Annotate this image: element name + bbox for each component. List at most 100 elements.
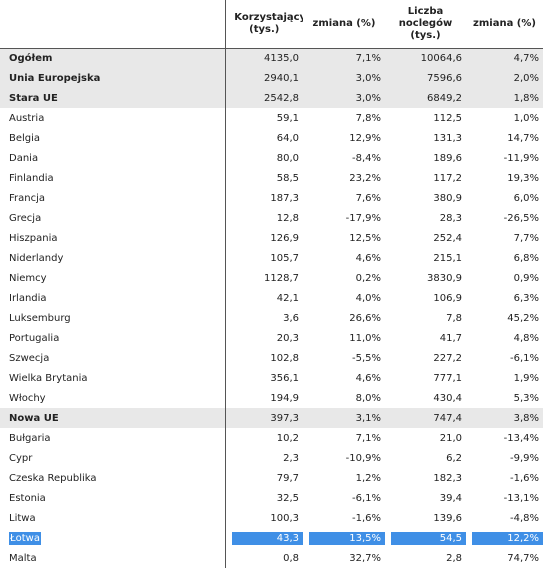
nights-change-cell-text: 4,7% [513,52,539,64]
users-cell-text: 0,8 [283,552,299,564]
users-change-cell: 4,0% [303,288,385,308]
users-change-cell-text: 4,6% [355,252,381,264]
users-change-cell-text: 3,1% [355,412,381,424]
users-change-cell: 3,1% [303,408,385,428]
table-row[interactable]: Wielka Brytania 356,1 4,6% 777,1 1,9% [0,368,543,388]
users-change-cell-text: -6,1% [351,492,381,504]
nights-cell-text: 182,3 [433,472,462,484]
country-name-cell: Niderlandy [0,248,225,268]
table-row[interactable]: Irlandia 42,1 4,0% 106,9 6,3% [0,288,543,308]
table-row[interactable]: Bułgaria 10,2 7,1% 21,0 -13,4% [0,428,543,448]
nights-cell-text: 215,1 [433,252,462,264]
users-change-cell-text: -8,4% [351,152,381,164]
table-row[interactable]: Ogółem 4135,0 7,1% 10064,6 4,7% [0,48,543,68]
country-name-cell: Unia Europejska [0,68,225,88]
table-row[interactable]: Niderlandy 105,7 4,6% 215,1 6,8% [0,248,543,268]
users-change-cell-text: 23,2% [349,172,381,184]
table-row[interactable]: Estonia 32,5 -6,1% 39,4 -13,1% [0,488,543,508]
nights-cell-text: 139,6 [433,512,462,524]
users-change-cell-text: -1,6% [351,512,381,524]
country-name-cell-text: Luksemburg [9,312,71,324]
nights-change-cell: -26,5% [466,208,543,228]
users-change-cell: 0,2% [303,268,385,288]
country-name-cell: Finlandia [0,168,225,188]
table-row[interactable]: Stara UE 2542,8 3,0% 6849,2 1,8% [0,88,543,108]
users-cell-text: 64,0 [276,132,299,144]
country-name-cell: Estonia [0,488,225,508]
nights-change-cell-text: 12,2% [472,531,543,545]
nights-change-cell: 4,7% [466,48,543,68]
users-cell: 187,3 [224,188,303,208]
table-row[interactable]: Finlandia 58,5 23,2% 117,2 19,3% [0,168,543,188]
table-row[interactable]: Dania 80,0 -8,4% 189,6 -11,9% [0,148,543,168]
nights-cell-text: 28,3 [439,212,462,224]
nights-change-cell-text: -9,9% [509,452,539,464]
nights-change-cell: 5,3% [466,388,543,408]
nights-cell: 227,2 [385,348,466,368]
users-change-cell: -5,5% [303,348,385,368]
table-row[interactable]: Portugalia 20,3 11,0% 41,7 4,8% [0,328,543,348]
country-name-cell: Austria [0,108,225,128]
table-row[interactable]: Litwa 100,3 -1,6% 139,6 -4,8% [0,508,543,528]
nights-change-cell-text: -13,4% [503,432,539,444]
nights-cell-text: 3830,9 [427,272,462,284]
nights-change-cell-text: 6,3% [513,292,539,304]
table-row[interactable]: Belgia 64,0 12,9% 131,3 14,7% [0,128,543,148]
nights-change-cell: 3,8% [466,408,543,428]
users-cell: 58,5 [224,168,303,188]
nights-cell: 6,2 [385,448,466,468]
nights-cell: 215,1 [385,248,466,268]
table-row[interactable]: Czeska Republika 79,7 1,2% 182,3 -1,6% [0,468,543,488]
nights-change-cell: 1,0% [466,108,543,128]
nights-change-cell-text: 1,9% [513,372,539,384]
country-name-cell: Luksemburg [0,308,225,328]
nights-cell-text: 21,0 [439,432,462,444]
nights-change-cell-text: 74,7% [507,552,539,564]
users-change-cell: 32,7% [303,548,385,568]
nights-change-cell: -6,1% [466,348,543,368]
country-name-cell-text: Łotwa [9,531,41,545]
country-name-cell-text: Niemcy [9,272,47,284]
country-name-cell-text: Estonia [9,492,46,504]
table-row[interactable]: Nowa UE 397,3 3,1% 747,4 3,8% [0,408,543,428]
nights-change-cell-text: 1,0% [513,112,539,124]
table-row[interactable]: Unia Europejska 2940,1 3,0% 7596,6 2,0% [0,68,543,88]
nights-change-cell: -4,8% [466,508,543,528]
country-name-cell: Bułgaria [0,428,225,448]
users-change-cell: -1,6% [303,508,385,528]
users-cell-text: 10,2 [276,432,299,444]
users-change-cell: 12,5% [303,228,385,248]
country-name-cell-text: Włochy [9,392,46,404]
users-cell-text: 58,5 [276,172,299,184]
nights-change-cell: 4,8% [466,328,543,348]
nights-cell-text: 10064,6 [420,52,462,64]
nights-change-cell-text: 7,7% [513,232,539,244]
country-name-cell: Malta [0,548,225,568]
nights-cell: 2,8 [385,548,466,568]
nights-change-cell: -13,4% [466,428,543,448]
users-change-cell-text: 7,6% [355,192,381,204]
table-row[interactable]: Austria 59,1 7,8% 112,5 1,0% [0,108,543,128]
nights-cell: 777,1 [385,368,466,388]
users-cell-text: 1128,7 [264,272,299,284]
nights-change-cell-text: 19,3% [507,172,539,184]
table-row[interactable]: Malta 0,8 32,7% 2,8 74,7% [0,548,543,568]
table-row[interactable]: Niemcy 1128,7 0,2% 3830,9 0,9% [0,268,543,288]
nights-change-cell-text: 1,8% [513,92,539,104]
table-row[interactable]: Grecja 12,8 -17,9% 28,3 -26,5% [0,208,543,228]
country-name-cell-text: Hiszpania [9,232,58,244]
users-cell-text: 100,3 [270,512,299,524]
users-change-cell: 12,9% [303,128,385,148]
nights-change-cell: 6,3% [466,288,543,308]
country-name-cell-text: Bułgaria [9,432,51,444]
table-row[interactable]: Szwecja 102,8 -5,5% 227,2 -6,1% [0,348,543,368]
table-row[interactable]: Łotwa 43,3 13,5% 54,5 12,2% [0,528,543,548]
country-name-cell: Niemcy [0,268,225,288]
table-row[interactable]: Cypr 2,3 -10,9% 6,2 -9,9% [0,448,543,468]
users-change-cell: -6,1% [303,488,385,508]
table-row[interactable]: Hiszpania 126,9 12,5% 252,4 7,7% [0,228,543,248]
table-row[interactable]: Francja 187,3 7,6% 380,9 6,0% [0,188,543,208]
table-row[interactable]: Luksemburg 3,6 26,6% 7,8 45,2% [0,308,543,328]
nights-cell: 3830,9 [385,268,466,288]
table-row[interactable]: Włochy 194,9 8,0% 430,4 5,3% [0,388,543,408]
